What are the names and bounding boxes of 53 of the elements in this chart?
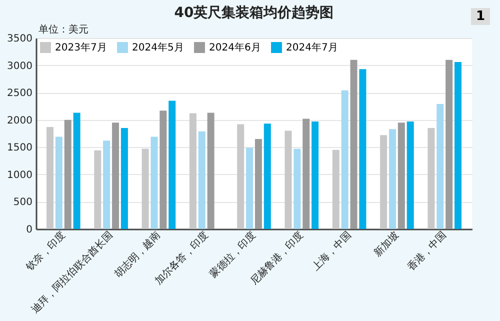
y-tick-label: 3000 xyxy=(7,60,32,72)
y-tick-label: 3500 xyxy=(7,34,32,44)
bar xyxy=(168,100,176,229)
bar xyxy=(207,112,214,229)
y-tick-label: 0 xyxy=(26,224,32,236)
bar xyxy=(112,122,120,229)
bar xyxy=(94,150,102,229)
x-tick-label: 新加坡 xyxy=(371,229,402,259)
bar xyxy=(284,130,292,229)
bar xyxy=(150,136,158,229)
bar xyxy=(380,135,388,229)
bar xyxy=(446,60,453,229)
legend-label: 2024年5月 xyxy=(132,42,184,54)
bar xyxy=(428,128,435,229)
bar xyxy=(302,118,310,229)
legend-label: 2024年7月 xyxy=(286,42,338,54)
y-tick-label: 2500 xyxy=(7,88,32,100)
bar xyxy=(312,121,319,229)
bar xyxy=(55,136,62,229)
bar xyxy=(454,62,462,229)
bar xyxy=(406,121,414,229)
bar xyxy=(120,128,128,229)
bar xyxy=(350,60,358,229)
x-tick-label: 上海，中国 xyxy=(310,229,354,274)
bar xyxy=(103,140,110,229)
y-axis-title: 单位：美元 xyxy=(38,24,88,36)
chart-title: 40英尺集装箱均价趋势图 xyxy=(174,5,334,21)
bar xyxy=(64,120,72,229)
text: 1 xyxy=(470,8,490,25)
bar xyxy=(46,126,54,229)
bar xyxy=(198,131,206,229)
bar xyxy=(237,124,244,229)
bar xyxy=(388,129,396,229)
bar xyxy=(359,69,366,229)
legend-label: 2023年7月 xyxy=(55,42,107,54)
bar xyxy=(246,148,254,229)
bar xyxy=(142,148,149,229)
bar xyxy=(160,110,167,229)
bar xyxy=(341,90,348,229)
y-tick-label: 2000 xyxy=(7,115,32,126)
bar xyxy=(254,138,262,229)
bar xyxy=(398,122,405,229)
bar xyxy=(189,113,196,229)
bar xyxy=(294,148,301,229)
legend-label: 2024年6月 xyxy=(209,42,261,54)
bar xyxy=(264,124,271,229)
bar xyxy=(436,104,444,229)
y-tick-label: 1500 xyxy=(7,142,32,154)
y-tick-label: 1000 xyxy=(7,170,32,181)
bar xyxy=(73,112,80,229)
x-tick-label: 香港，中国 xyxy=(405,229,449,274)
y-tick-label: 500 xyxy=(13,197,32,208)
bar xyxy=(332,150,340,229)
